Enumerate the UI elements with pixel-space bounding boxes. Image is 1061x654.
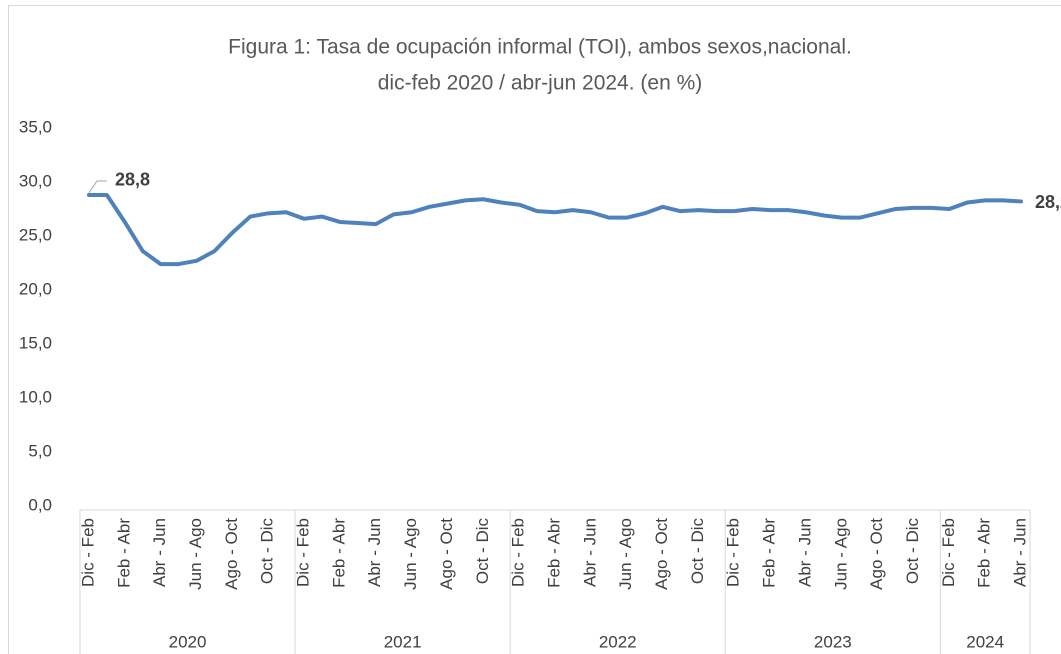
- data-label: 28,8: [115, 170, 150, 190]
- x-tick-label: Feb - Abr: [114, 518, 133, 588]
- x-tick-label: Abr - Jun: [150, 518, 169, 587]
- y-tick-label: 35,0: [19, 117, 52, 136]
- y-tick-label: 15,0: [19, 333, 52, 352]
- x-tick-label: Ago - Oct: [652, 518, 671, 590]
- chart-border: [8, 5, 1061, 654]
- x-tick-label: Dic - Feb: [509, 518, 528, 587]
- x-tick-label: Jun - Ago: [831, 518, 850, 590]
- x-group-label: 2021: [384, 632, 422, 651]
- data-line: [86, 192, 1024, 267]
- x-tick-label: Dic - Feb: [724, 518, 743, 587]
- x-tick-label: Abr - Jun: [580, 518, 599, 587]
- y-tick-label: 0,0: [28, 495, 52, 514]
- y-tick-label: 20,0: [19, 279, 52, 298]
- x-tick-label: Feb - Abr: [975, 518, 994, 588]
- x-tick-label: Ago - Oct: [222, 518, 241, 590]
- x-tick-label: Dic - Feb: [78, 518, 97, 587]
- x-tick-label: Ago - Oct: [437, 518, 456, 590]
- x-tick-label: Jun - Ago: [401, 518, 420, 590]
- x-tick-label: Oct - Dic: [473, 518, 492, 585]
- y-tick-label: 10,0: [19, 387, 52, 406]
- label-leader: [88, 180, 107, 194]
- x-group-label: 2024: [966, 632, 1004, 651]
- chart-subtitle: dic-feb 2020 / abr-jun 2024. (en %): [378, 72, 703, 95]
- x-tick-label: Abr - Jun: [365, 518, 384, 587]
- x-tick-label: Feb - Abr: [760, 518, 779, 588]
- x-tick-label: Oct - Dic: [903, 518, 922, 585]
- x-tick-label: Dic - Feb: [939, 518, 958, 587]
- x-tick-label: Dic - Feb: [294, 518, 313, 587]
- x-group-label: 2020: [169, 632, 207, 651]
- chart-title: Figura 1: Tasa de ocupación informal (TO…: [228, 36, 852, 59]
- y-tick-label: 25,0: [19, 225, 52, 244]
- x-tick-label: Oct - Dic: [688, 518, 707, 585]
- y-tick-label: 5,0: [28, 441, 52, 460]
- x-tick-label: Ago - Oct: [867, 518, 886, 590]
- x-tick-label: Feb - Abr: [329, 518, 348, 588]
- data-label: 28,2: [1035, 192, 1061, 212]
- x-tick-label: Abr - Jun: [1011, 518, 1030, 587]
- x-tick-label: Jun - Ago: [186, 518, 205, 590]
- x-tick-label: Jun - Ago: [616, 518, 635, 590]
- y-tick-label: 30,0: [19, 171, 52, 190]
- x-group-label: 2022: [599, 632, 637, 651]
- x-group-label: 2023: [814, 632, 852, 651]
- x-tick-label: Feb - Abr: [544, 518, 563, 588]
- x-tick-label: Abr - Jun: [795, 518, 814, 587]
- x-tick-label: Oct - Dic: [258, 518, 277, 585]
